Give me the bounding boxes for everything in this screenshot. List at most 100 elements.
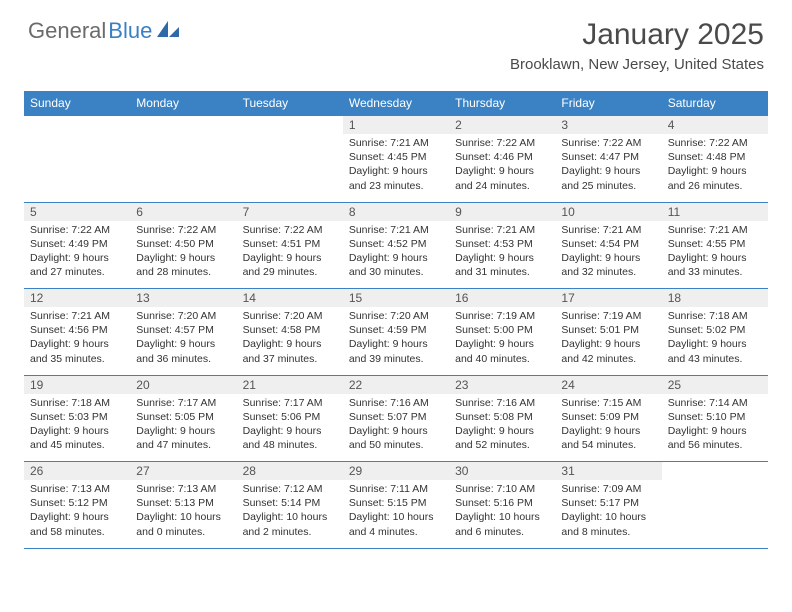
sunset-line: Sunset: 5:16 PM (455, 496, 549, 510)
weekday-header: Tuesday (237, 91, 343, 116)
sunset-line: Sunset: 4:54 PM (561, 237, 655, 251)
empty-cell (130, 116, 236, 135)
weekday-header: Monday (130, 91, 236, 116)
day-cell: Sunrise: 7:21 AMSunset: 4:56 PMDaylight:… (24, 307, 130, 375)
day-number: 13 (130, 289, 236, 308)
sunset-line: Sunset: 5:09 PM (561, 410, 655, 424)
day-cell: Sunrise: 7:20 AMSunset: 4:57 PMDaylight:… (130, 307, 236, 375)
day-cell: Sunrise: 7:20 AMSunset: 4:58 PMDaylight:… (237, 307, 343, 375)
weekday-header: Sunday (24, 91, 130, 116)
day-number: 4 (662, 116, 768, 135)
daylight-line: Daylight: 9 hours and 52 minutes. (455, 424, 549, 452)
day-cell: Sunrise: 7:20 AMSunset: 4:59 PMDaylight:… (343, 307, 449, 375)
sunset-line: Sunset: 5:02 PM (668, 323, 762, 337)
day-number: 15 (343, 289, 449, 308)
daylight-line: Daylight: 9 hours and 25 minutes. (561, 164, 655, 192)
sunset-line: Sunset: 4:52 PM (349, 237, 443, 251)
daynum-row: 262728293031 (24, 462, 768, 481)
day-cell: Sunrise: 7:12 AMSunset: 5:14 PMDaylight:… (237, 480, 343, 548)
empty-cell (237, 134, 343, 202)
weekday-header: Wednesday (343, 91, 449, 116)
day-number: 30 (449, 462, 555, 481)
weekday-header: Thursday (449, 91, 555, 116)
sunrise-line: Sunrise: 7:21 AM (455, 223, 549, 237)
day-cell: Sunrise: 7:17 AMSunset: 5:06 PMDaylight:… (237, 394, 343, 462)
sunset-line: Sunset: 5:17 PM (561, 496, 655, 510)
day-cell: Sunrise: 7:22 AMSunset: 4:51 PMDaylight:… (237, 221, 343, 289)
content-row: Sunrise: 7:22 AMSunset: 4:49 PMDaylight:… (24, 221, 768, 289)
day-cell: Sunrise: 7:21 AMSunset: 4:55 PMDaylight:… (662, 221, 768, 289)
sunrise-line: Sunrise: 7:19 AM (561, 309, 655, 323)
day-cell: Sunrise: 7:16 AMSunset: 5:08 PMDaylight:… (449, 394, 555, 462)
sunset-line: Sunset: 5:01 PM (561, 323, 655, 337)
daylight-line: Daylight: 9 hours and 48 minutes. (243, 424, 337, 452)
day-cell: Sunrise: 7:19 AMSunset: 5:00 PMDaylight:… (449, 307, 555, 375)
day-cell: Sunrise: 7:16 AMSunset: 5:07 PMDaylight:… (343, 394, 449, 462)
sunrise-line: Sunrise: 7:21 AM (30, 309, 124, 323)
day-number: 20 (130, 375, 236, 394)
daylight-line: Daylight: 10 hours and 2 minutes. (243, 510, 337, 538)
empty-cell (24, 134, 130, 202)
daylight-line: Daylight: 9 hours and 50 minutes. (349, 424, 443, 452)
day-cell: Sunrise: 7:18 AMSunset: 5:03 PMDaylight:… (24, 394, 130, 462)
empty-cell (24, 116, 130, 135)
daylight-line: Daylight: 10 hours and 6 minutes. (455, 510, 549, 538)
sunset-line: Sunset: 4:57 PM (136, 323, 230, 337)
day-number: 11 (662, 202, 768, 221)
weekday-header-row: SundayMondayTuesdayWednesdayThursdayFrid… (24, 91, 768, 116)
day-cell: Sunrise: 7:09 AMSunset: 5:17 PMDaylight:… (555, 480, 661, 548)
sunrise-line: Sunrise: 7:20 AM (349, 309, 443, 323)
daylight-line: Daylight: 9 hours and 24 minutes. (455, 164, 549, 192)
day-number: 16 (449, 289, 555, 308)
day-number: 3 (555, 116, 661, 135)
sunrise-line: Sunrise: 7:20 AM (243, 309, 337, 323)
day-cell: Sunrise: 7:14 AMSunset: 5:10 PMDaylight:… (662, 394, 768, 462)
day-cell: Sunrise: 7:22 AMSunset: 4:50 PMDaylight:… (130, 221, 236, 289)
day-number: 12 (24, 289, 130, 308)
content-row: Sunrise: 7:18 AMSunset: 5:03 PMDaylight:… (24, 394, 768, 462)
empty-cell (662, 480, 768, 548)
sunrise-line: Sunrise: 7:17 AM (243, 396, 337, 410)
day-number: 22 (343, 375, 449, 394)
sunset-line: Sunset: 4:55 PM (668, 237, 762, 251)
day-cell: Sunrise: 7:13 AMSunset: 5:12 PMDaylight:… (24, 480, 130, 548)
day-number: 21 (237, 375, 343, 394)
daylight-line: Daylight: 9 hours and 56 minutes. (668, 424, 762, 452)
sunrise-line: Sunrise: 7:11 AM (349, 482, 443, 496)
sunset-line: Sunset: 5:13 PM (136, 496, 230, 510)
daynum-row: 567891011 (24, 202, 768, 221)
daylight-line: Daylight: 9 hours and 47 minutes. (136, 424, 230, 452)
day-number: 2 (449, 116, 555, 135)
month-title: January 2025 (510, 18, 764, 52)
day-number: 31 (555, 462, 661, 481)
day-number: 25 (662, 375, 768, 394)
sunrise-line: Sunrise: 7:16 AM (455, 396, 549, 410)
day-cell: Sunrise: 7:21 AMSunset: 4:45 PMDaylight:… (343, 134, 449, 202)
content-row: Sunrise: 7:13 AMSunset: 5:12 PMDaylight:… (24, 480, 768, 548)
day-number: 8 (343, 202, 449, 221)
sunset-line: Sunset: 5:10 PM (668, 410, 762, 424)
weekday-header: Friday (555, 91, 661, 116)
day-cell: Sunrise: 7:18 AMSunset: 5:02 PMDaylight:… (662, 307, 768, 375)
sunrise-line: Sunrise: 7:18 AM (30, 396, 124, 410)
sunrise-line: Sunrise: 7:21 AM (349, 136, 443, 150)
sunset-line: Sunset: 5:15 PM (349, 496, 443, 510)
title-block: January 2025 Brooklawn, New Jersey, Unit… (510, 18, 764, 73)
daynum-row: 12131415161718 (24, 289, 768, 308)
daylight-line: Daylight: 9 hours and 33 minutes. (668, 251, 762, 279)
daylight-line: Daylight: 9 hours and 31 minutes. (455, 251, 549, 279)
daylight-line: Daylight: 9 hours and 45 minutes. (30, 424, 124, 452)
day-number: 5 (24, 202, 130, 221)
day-cell: Sunrise: 7:21 AMSunset: 4:54 PMDaylight:… (555, 221, 661, 289)
sunrise-line: Sunrise: 7:22 AM (455, 136, 549, 150)
sunrise-line: Sunrise: 7:09 AM (561, 482, 655, 496)
sunset-line: Sunset: 5:14 PM (243, 496, 337, 510)
day-number: 17 (555, 289, 661, 308)
day-cell: Sunrise: 7:22 AMSunset: 4:47 PMDaylight:… (555, 134, 661, 202)
day-number: 19 (24, 375, 130, 394)
daylight-line: Daylight: 9 hours and 27 minutes. (30, 251, 124, 279)
sunrise-line: Sunrise: 7:22 AM (243, 223, 337, 237)
day-number: 7 (237, 202, 343, 221)
sunrise-line: Sunrise: 7:19 AM (455, 309, 549, 323)
sunset-line: Sunset: 5:05 PM (136, 410, 230, 424)
